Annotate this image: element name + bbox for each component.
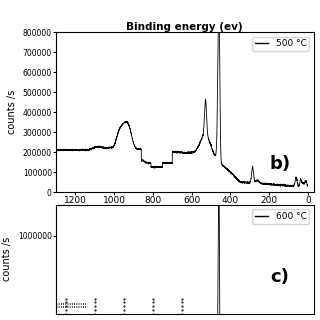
Legend: 500 °C: 500 °C (252, 36, 309, 51)
Legend: 600 °C: 600 °C (252, 209, 309, 224)
Y-axis label: counts /s: counts /s (7, 90, 17, 134)
Y-axis label: counts /s: counts /s (2, 237, 12, 281)
Text: Binding energy (ev): Binding energy (ev) (126, 22, 243, 32)
X-axis label: Binding energy (ev): Binding energy (ev) (126, 208, 243, 218)
Text: c): c) (270, 268, 289, 286)
Text: b): b) (270, 155, 291, 173)
